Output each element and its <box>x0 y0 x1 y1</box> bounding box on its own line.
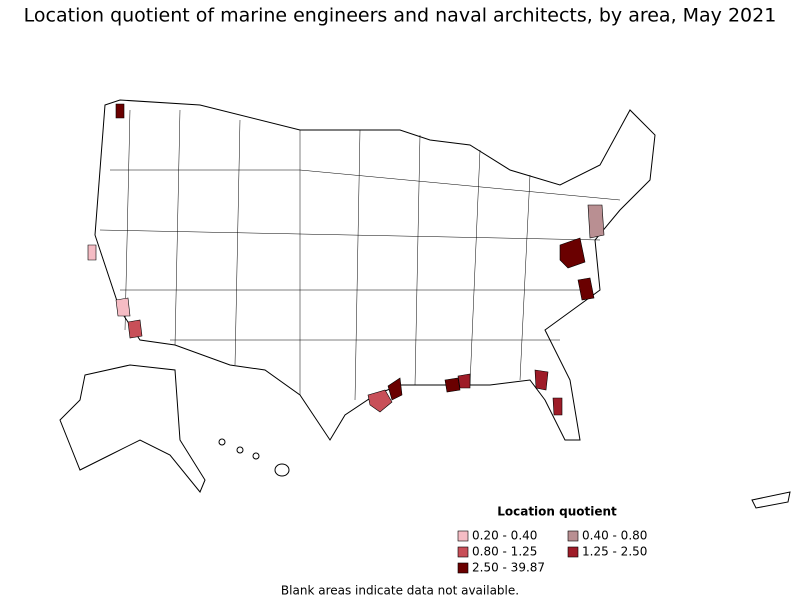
area <box>457 373 471 389</box>
area <box>115 297 131 317</box>
area <box>87 244 97 261</box>
legend-swatch <box>567 530 579 542</box>
area <box>387 377 403 401</box>
legend: 0.20 - 0.40 0.40 - 0.80 0.80 - 1.25 1.25 - … <box>457 529 647 575</box>
area <box>367 389 393 413</box>
area <box>127 319 143 339</box>
highlighted-areas <box>87 103 605 416</box>
hawaii <box>218 438 290 477</box>
alaska <box>59 364 206 493</box>
legend-label: 2.50 - 39.87 <box>472 561 545 575</box>
map <box>59 99 791 509</box>
area <box>552 397 563 416</box>
area <box>587 204 605 239</box>
area <box>534 369 549 391</box>
legend-swatch <box>457 546 469 558</box>
legend-label: 0.80 - 1.25 <box>472 545 537 559</box>
legend-swatch <box>567 546 579 558</box>
area <box>115 103 125 119</box>
map-title: Location quotient of marine engineers an… <box>24 5 777 27</box>
area-borders <box>99 109 621 401</box>
legend-label: 0.20 - 0.40 <box>472 529 537 543</box>
legend-swatch <box>457 562 469 574</box>
legend-title: Location quotient <box>497 505 617 519</box>
legend-swatch <box>457 530 469 542</box>
area <box>577 277 595 301</box>
legend-label: 1.25 - 2.50 <box>582 545 647 559</box>
footnote: Blank areas indicate data not available. <box>281 584 519 598</box>
area <box>444 377 461 393</box>
area <box>559 237 586 269</box>
legend-label: 0.40 - 0.80 <box>582 529 647 543</box>
puerto-rico <box>751 491 791 509</box>
